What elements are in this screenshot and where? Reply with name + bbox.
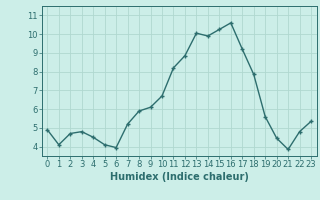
X-axis label: Humidex (Indice chaleur): Humidex (Indice chaleur)	[110, 172, 249, 182]
